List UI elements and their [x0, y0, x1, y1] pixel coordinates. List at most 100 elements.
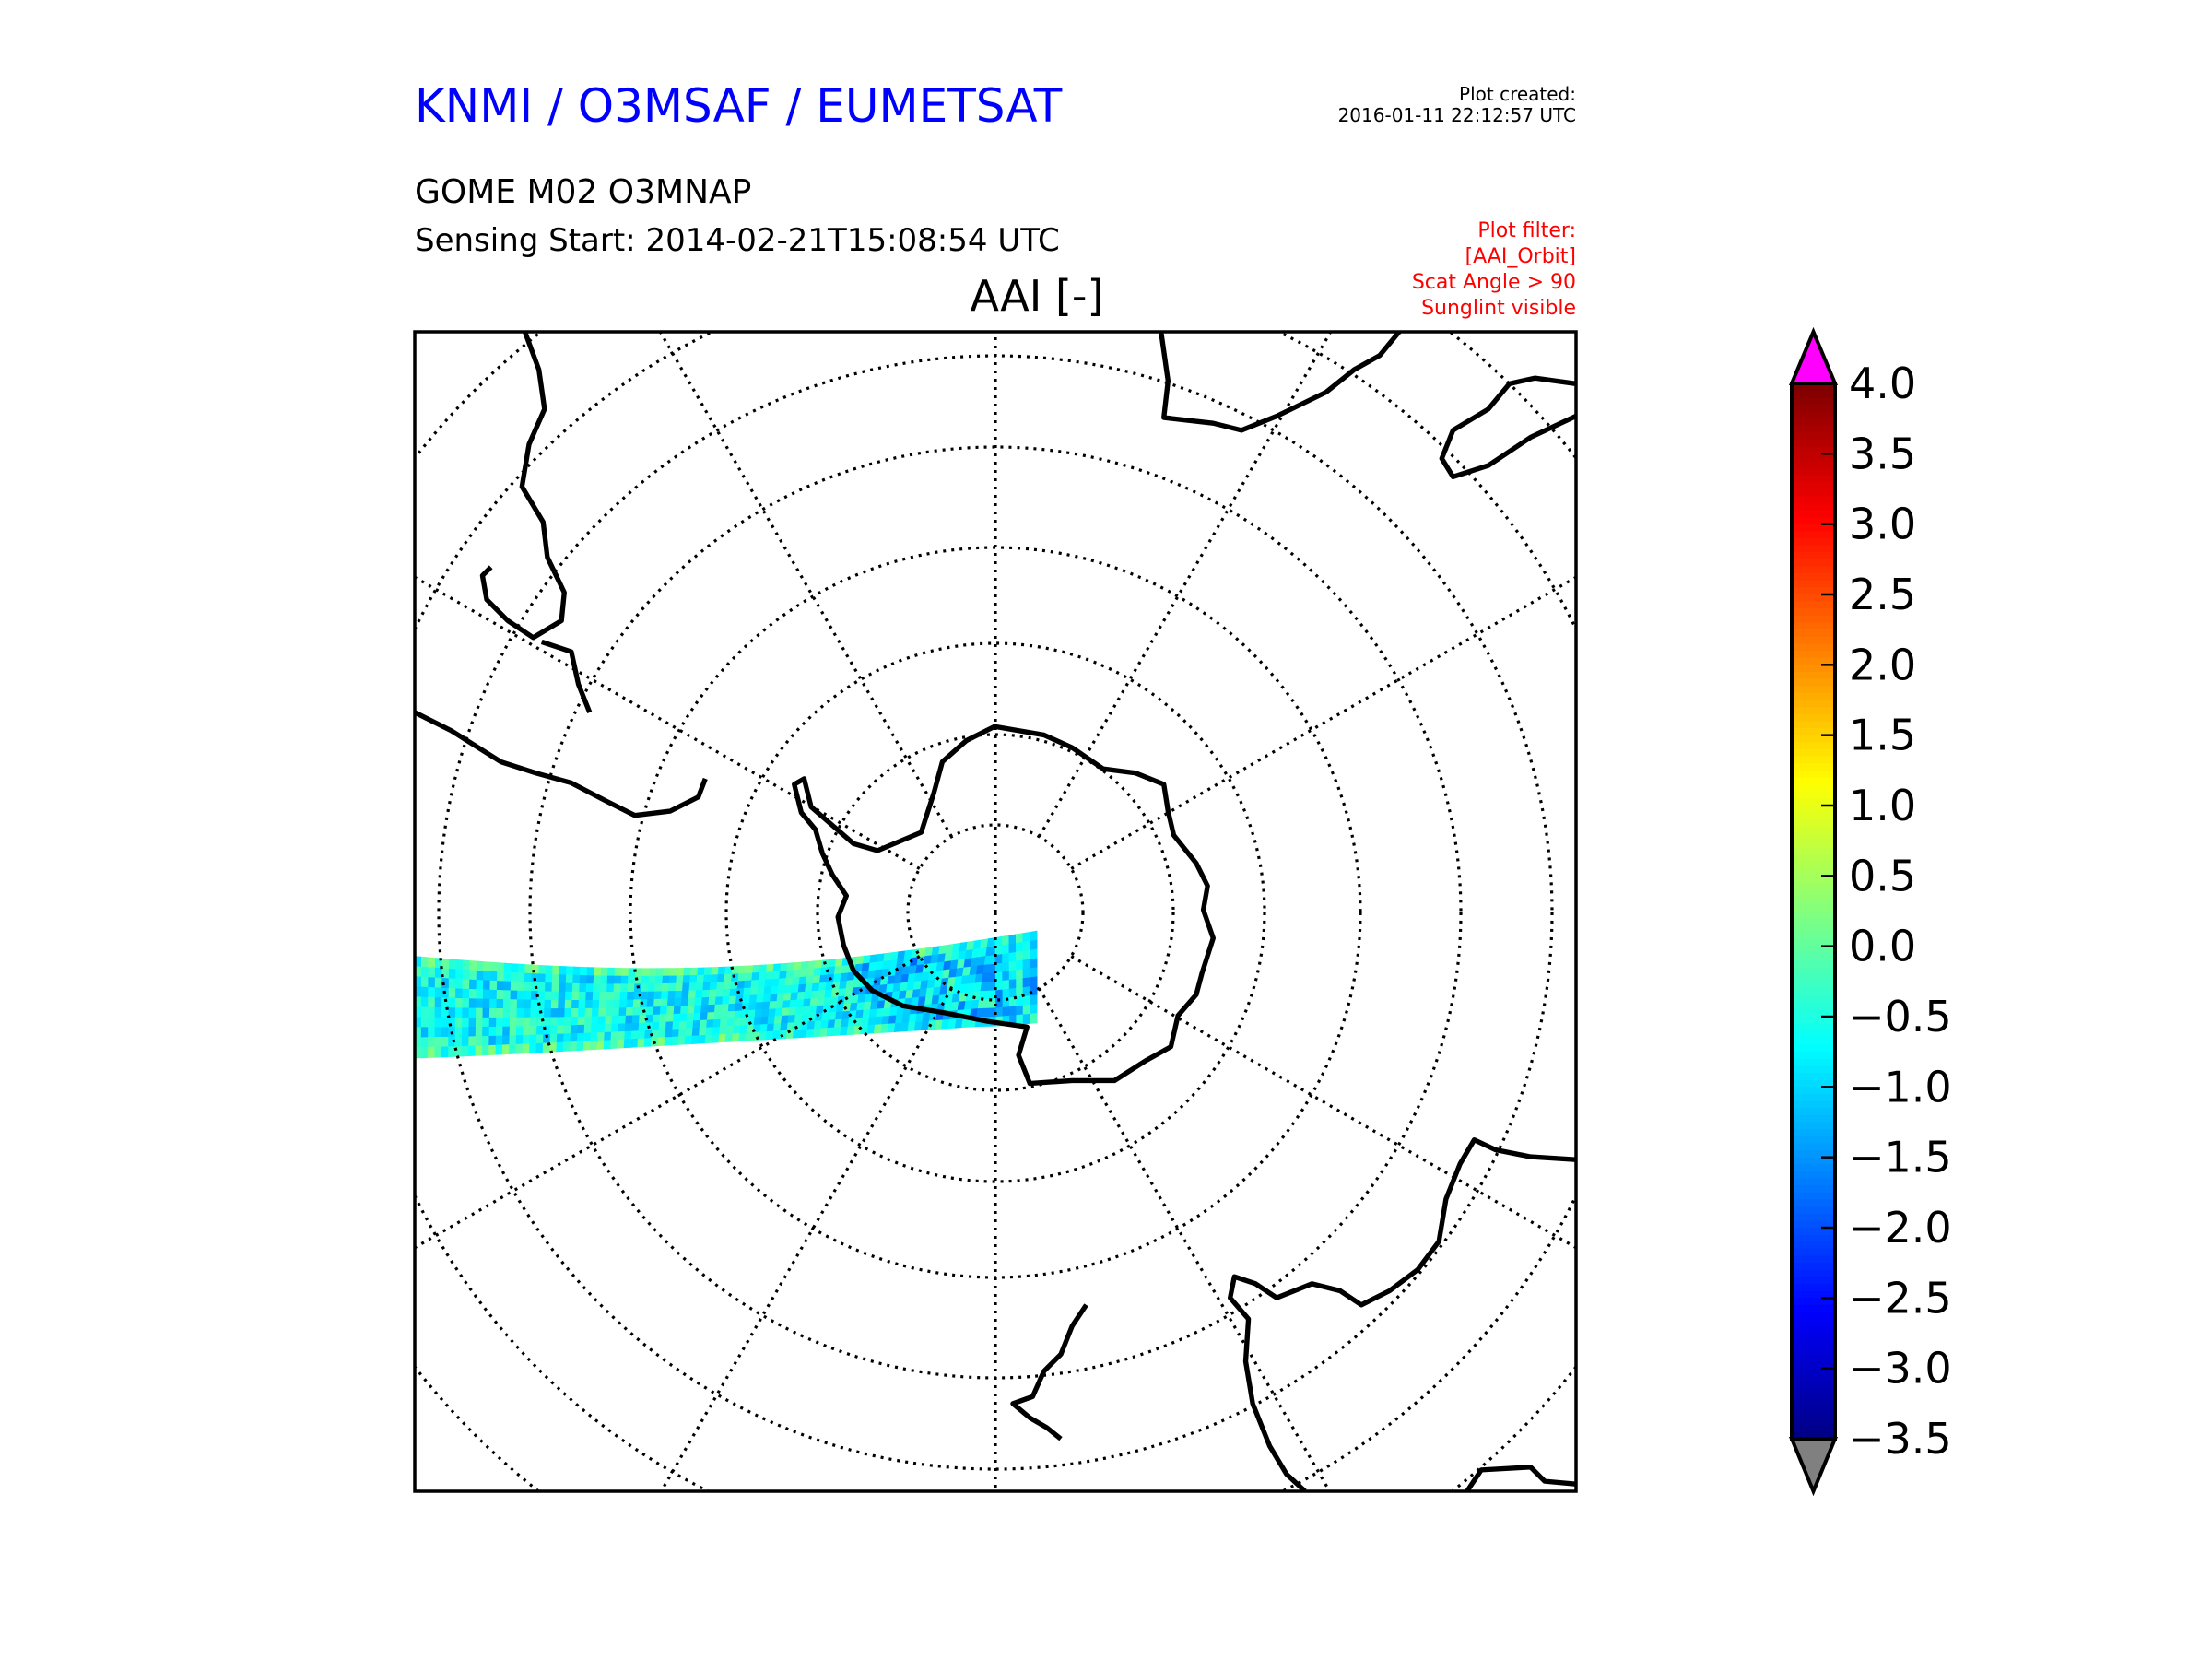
colorbar-segment: [1792, 763, 1835, 771]
swath-cell: [703, 974, 712, 983]
swath-cell: [692, 1019, 701, 1030]
swath-cell: [591, 1007, 600, 1018]
swath-cell: [590, 1024, 599, 1034]
meridian-line: [1038, 332, 1333, 838]
swath-cell: [537, 982, 547, 993]
swath-cell: [1022, 940, 1031, 952]
swath-cell: [454, 1036, 464, 1048]
swath-cell: [693, 1005, 702, 1015]
swath-cell: [586, 967, 595, 977]
swath-cell: [531, 964, 540, 975]
colorbar-extend-min: [1789, 1437, 1838, 1497]
coast-new-zealand: [1010, 1303, 1088, 1441]
colorbar-segment: [1792, 854, 1835, 864]
swath-cell: [488, 1035, 497, 1047]
swath-cell: [1002, 952, 1010, 964]
colorbar-tick-label: 4.0: [1849, 359, 1916, 408]
swath-cell: [653, 1006, 662, 1016]
swath-cell: [594, 967, 603, 977]
swath-cell: [1022, 968, 1031, 980]
swath-cell: [481, 1044, 490, 1056]
swath-cell: [529, 1026, 538, 1036]
swath-cell: [617, 1030, 626, 1041]
colorbar-segment: [1792, 728, 1835, 736]
swath-cell: [662, 968, 672, 977]
swath-cell: [593, 983, 602, 994]
swath-cell: [420, 1006, 429, 1018]
swath-cell: [613, 983, 622, 994]
colorbar-segment: [1792, 510, 1835, 519]
swath-cell: [722, 995, 731, 1006]
swath-cell: [583, 1032, 592, 1042]
swath-cell: [648, 975, 657, 985]
colorbar-segment: [1792, 671, 1835, 680]
swath-cell: [468, 988, 477, 1000]
swath-cell: [454, 1027, 464, 1038]
swath-cell: [1008, 960, 1018, 972]
swath-cell: [434, 1036, 442, 1048]
swath-cell: [583, 1024, 593, 1034]
swath-cell: [672, 1020, 681, 1030]
swath-cell: [538, 964, 547, 975]
colorbar: 4.0 3.5 3.0 2.5 2.0 1.5 1.0 0.5 0.0 −0.5 −1.0 −1.5 −…: [1788, 326, 1952, 1497]
swath-cell: [724, 1033, 734, 1042]
colorbar-segment: [1792, 1304, 1835, 1313]
swath-cell: [516, 1008, 525, 1018]
swath-cell: [737, 972, 747, 982]
meridian-line: [660, 987, 953, 1491]
swath-cell: [564, 1008, 573, 1018]
colorbar-segment: [1792, 1199, 1835, 1208]
swath-cell: [623, 1039, 632, 1049]
colorbar-segment: [1792, 791, 1835, 800]
swath-cell: [706, 1019, 715, 1029]
colorbar-segment: [1792, 1382, 1835, 1391]
colorbar-segment: [1792, 812, 1835, 821]
swath-cell: [620, 975, 629, 985]
swath-cell: [545, 982, 553, 993]
colorbar-segment: [1792, 531, 1835, 539]
swath-cell: [503, 971, 512, 982]
swath-cell: [571, 991, 581, 1001]
swath-cell: [596, 1031, 606, 1042]
swath-cell: [549, 1042, 558, 1053]
swath-cell: [544, 999, 553, 1010]
swath-cell: [977, 998, 997, 1010]
colorbar-segment: [1792, 1269, 1835, 1278]
swath-cell: [579, 982, 588, 994]
swath-cell: [550, 1008, 559, 1018]
swath-cell: [662, 975, 671, 985]
swath-cell: [598, 999, 607, 1009]
swath-cell: [558, 982, 567, 993]
swath-cell: [654, 983, 664, 993]
swath-cell: [441, 958, 450, 970]
swath-cell: [605, 1016, 614, 1026]
colorbar-segment: [1792, 1389, 1835, 1398]
colorbar-segment: [1792, 707, 1835, 715]
colorbar-segment: [1792, 418, 1835, 427]
colorbar-tick-label: 2.0: [1849, 640, 1916, 689]
swath-cell: [524, 972, 533, 983]
colorbar-segment: [1792, 1241, 1835, 1250]
swath-cell: [657, 1029, 667, 1039]
colorbar-segment: [1792, 1030, 1835, 1039]
colorbar-segment: [1792, 1418, 1835, 1426]
swath-cell: [600, 975, 609, 985]
swath-cell: [707, 1004, 716, 1014]
swath-cell: [462, 959, 471, 971]
swath-cell: [726, 1010, 736, 1020]
colorbar-tick-label: −1.5: [1849, 1133, 1952, 1182]
colorbar-segment: [1792, 1234, 1835, 1243]
swath-cell: [1008, 943, 1018, 955]
colorbar-segment: [1792, 502, 1835, 512]
swath-cell: [529, 1017, 538, 1028]
swath-cell: [468, 1036, 477, 1047]
swath-cell: [462, 1027, 470, 1038]
swath-cell: [625, 1006, 634, 1017]
swath-cell: [476, 970, 485, 982]
swath-cell: [1002, 961, 1010, 973]
swath-cell: [618, 999, 628, 1009]
swath-cell: [482, 1026, 490, 1038]
colorbar-segment: [1792, 1220, 1835, 1229]
swath-cell: [516, 1017, 524, 1028]
swath-cell: [713, 1004, 724, 1014]
